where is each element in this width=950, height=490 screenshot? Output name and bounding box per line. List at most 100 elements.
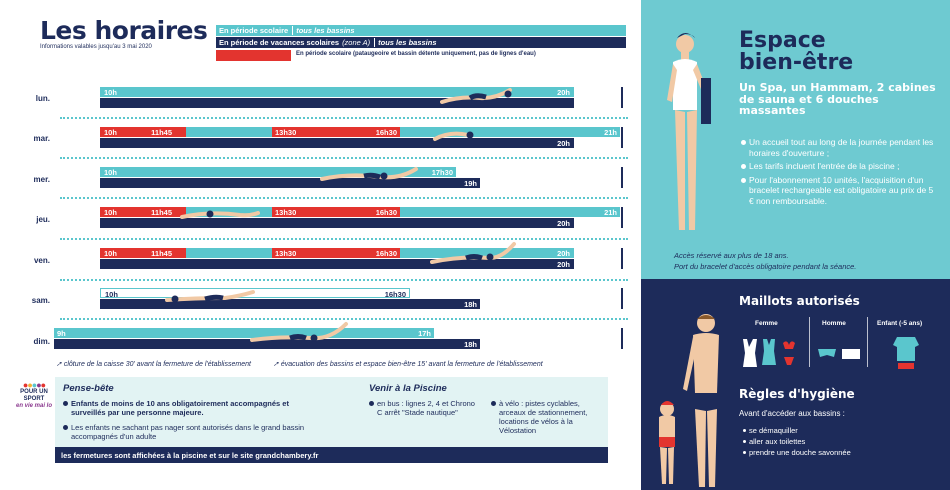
bar-holiday-mar: 20h	[100, 138, 574, 148]
spa-bullet: Un accueil tout au long de la journée pe…	[741, 137, 939, 158]
closures-notice: les fermetures sont affichées à la pisci…	[55, 447, 608, 463]
pense-bete-item: Les enfants ne sachant pas nager sont au…	[63, 423, 331, 441]
figures-icon: ●●●●●	[22, 380, 46, 390]
child-swimsuit-icon	[893, 337, 919, 369]
footnote-evacuation: ➚ évacuation des bassins et espace bien-…	[273, 361, 543, 368]
time-mid3: 16h30	[375, 128, 397, 137]
bar-school-jeu-evening: 21h	[400, 207, 620, 217]
time-open: 10h	[105, 290, 118, 299]
end-marker	[621, 207, 623, 228]
time-close: 20h	[557, 139, 570, 148]
row-divider	[60, 117, 628, 120]
bar-restricted-jeu-1: 10h 11h45	[100, 207, 186, 217]
time-mid1: 11h45	[151, 128, 172, 137]
divider	[809, 317, 810, 367]
legend-holidays-detail: tous les bassins	[374, 38, 437, 47]
time-open: 10h	[104, 168, 117, 177]
hygiene-list: se démaquiller aller aux toilettes prend…	[743, 425, 851, 458]
bar-holiday-ven: 20h	[100, 259, 574, 269]
swimmer-illustration	[165, 290, 255, 303]
swimmer-illustration	[440, 88, 512, 104]
legend-holidays-zone: (zone A)	[342, 38, 371, 47]
bar-school-mer: 10h 17h30	[100, 167, 456, 177]
bar-holiday-lun	[100, 98, 574, 108]
time-close: 18h	[464, 300, 477, 309]
day-label-jeu: jeu.	[36, 215, 50, 224]
swimmer-illustration	[320, 167, 418, 181]
swimmer-illustration	[433, 131, 474, 141]
day-label-mer: mer.	[33, 175, 50, 184]
maillots-enfant-label: Enfant (-5 ans)	[877, 320, 923, 327]
time-close: 21h	[604, 128, 617, 137]
time-close: 18h	[464, 340, 477, 349]
swimmer-illustration	[430, 242, 516, 264]
time-close: 20h	[557, 88, 570, 97]
bar-school-mar-evening: 21h	[400, 127, 620, 137]
time-open: 10h	[104, 249, 117, 258]
pense-bete-item: Enfants de moins de 10 ans obligatoireme…	[63, 399, 321, 417]
swimmer-illustration	[180, 210, 260, 219]
page-subtitle: Informations valables jusqu'au 3 mai 202…	[40, 44, 152, 50]
bar-holiday-jeu: 20h	[100, 218, 574, 228]
hygiene-title: Règles d'hygiène	[739, 387, 855, 401]
spa-subtitle: Un Spa, un Hammam, 2 cabines de sauna et…	[739, 81, 936, 117]
spa-title: Espace bien-être	[739, 28, 854, 75]
bar-restricted-mar-1: 10h 11h45	[100, 127, 186, 137]
legend-holidays-label: En période de vacances scolaires	[219, 38, 340, 47]
venir-bus: en bus : lignes 2, 4 et Chrono C arrêt "…	[369, 399, 477, 417]
bar-school-ven-evening: 20h	[400, 248, 574, 258]
venir-title: Venir à la Piscine	[369, 383, 447, 394]
legend-holidays: En période de vacances scolaires (zone A…	[216, 37, 626, 48]
time-close: 21h	[604, 208, 617, 217]
time-open: 10h	[104, 88, 117, 97]
maillots-homme-label: Homme	[822, 320, 846, 327]
pense-bete-title: Pense-bête	[63, 383, 114, 394]
hygiene-item: aller aux toilettes	[743, 436, 851, 447]
sport-logo: ●●●●● POUR UN SPORT en vie mai lo	[15, 380, 52, 410]
legend-red-swatch	[216, 50, 291, 61]
bar-school-dim: 9h 17h	[54, 328, 434, 338]
legend-school-detail: tous les bassins	[292, 26, 355, 35]
legend-school-label: En période scolaire	[219, 26, 289, 35]
spa-note: Accès réservé aux plus de 18 ans. Port d…	[674, 251, 857, 271]
day-label-dim: dim.	[33, 337, 50, 346]
time-close: 16h30	[384, 290, 406, 299]
day-label-mar: mar.	[33, 134, 50, 143]
end-marker	[621, 87, 623, 108]
time-open: 10h	[104, 128, 117, 137]
maillots-femme-label: Femme	[755, 320, 778, 327]
time-mid3: 16h30	[375, 208, 397, 217]
divider	[867, 317, 868, 367]
time-mid2: 13h30	[275, 128, 297, 137]
time-mid3: 16h30	[375, 249, 397, 258]
bar-school-mar-lunch	[186, 127, 272, 137]
end-marker	[621, 288, 623, 309]
time-close: 20h	[557, 249, 570, 258]
bar-holiday-sam: 18h	[100, 299, 480, 309]
rules-panel: Maillots autorisés Femme Homme Enfant (-…	[641, 279, 950, 490]
time-close: 19h	[464, 179, 477, 188]
bar-restricted-ven-1: 10h 11h45	[100, 248, 186, 258]
bar-school-ven-lunch	[186, 248, 272, 258]
spa-bullets: Un accueil tout au long de la journée pe…	[741, 137, 939, 209]
footnote-cash-closing: ➚ clôture de la caisse 30' avant la ferm…	[56, 361, 251, 368]
time-close: 20h	[557, 219, 570, 228]
arrow-icon: ➚	[56, 361, 62, 368]
female-swimsuits-icon	[743, 339, 795, 367]
bar-holiday-mer: 19h	[100, 178, 480, 188]
hygiene-intro: Avant d'accéder aux bassins :	[739, 409, 845, 418]
time-open: 9h	[57, 329, 66, 338]
row-divider	[60, 279, 628, 282]
bar-restricted-ven-2: 13h30 16h30	[272, 248, 400, 258]
day-label-lun: lun.	[35, 94, 50, 103]
spa-bullet: Pour l'abonnement 10 unités, l'acquisiti…	[741, 175, 939, 207]
bar-holiday-dim: 18h	[54, 339, 480, 349]
spa-bullet: Les tarifs incluent l'entrée de la pisci…	[741, 161, 939, 172]
time-mid1: 11h45	[151, 249, 172, 258]
day-label-ven: ven.	[33, 256, 50, 265]
bar-restricted-mar-2: 13h30 16h30	[272, 127, 400, 137]
time-close: 20h	[557, 260, 570, 269]
time-close: 17h	[418, 329, 431, 338]
bar-school-lun: 10h 20h	[100, 87, 574, 97]
end-marker	[621, 167, 623, 188]
